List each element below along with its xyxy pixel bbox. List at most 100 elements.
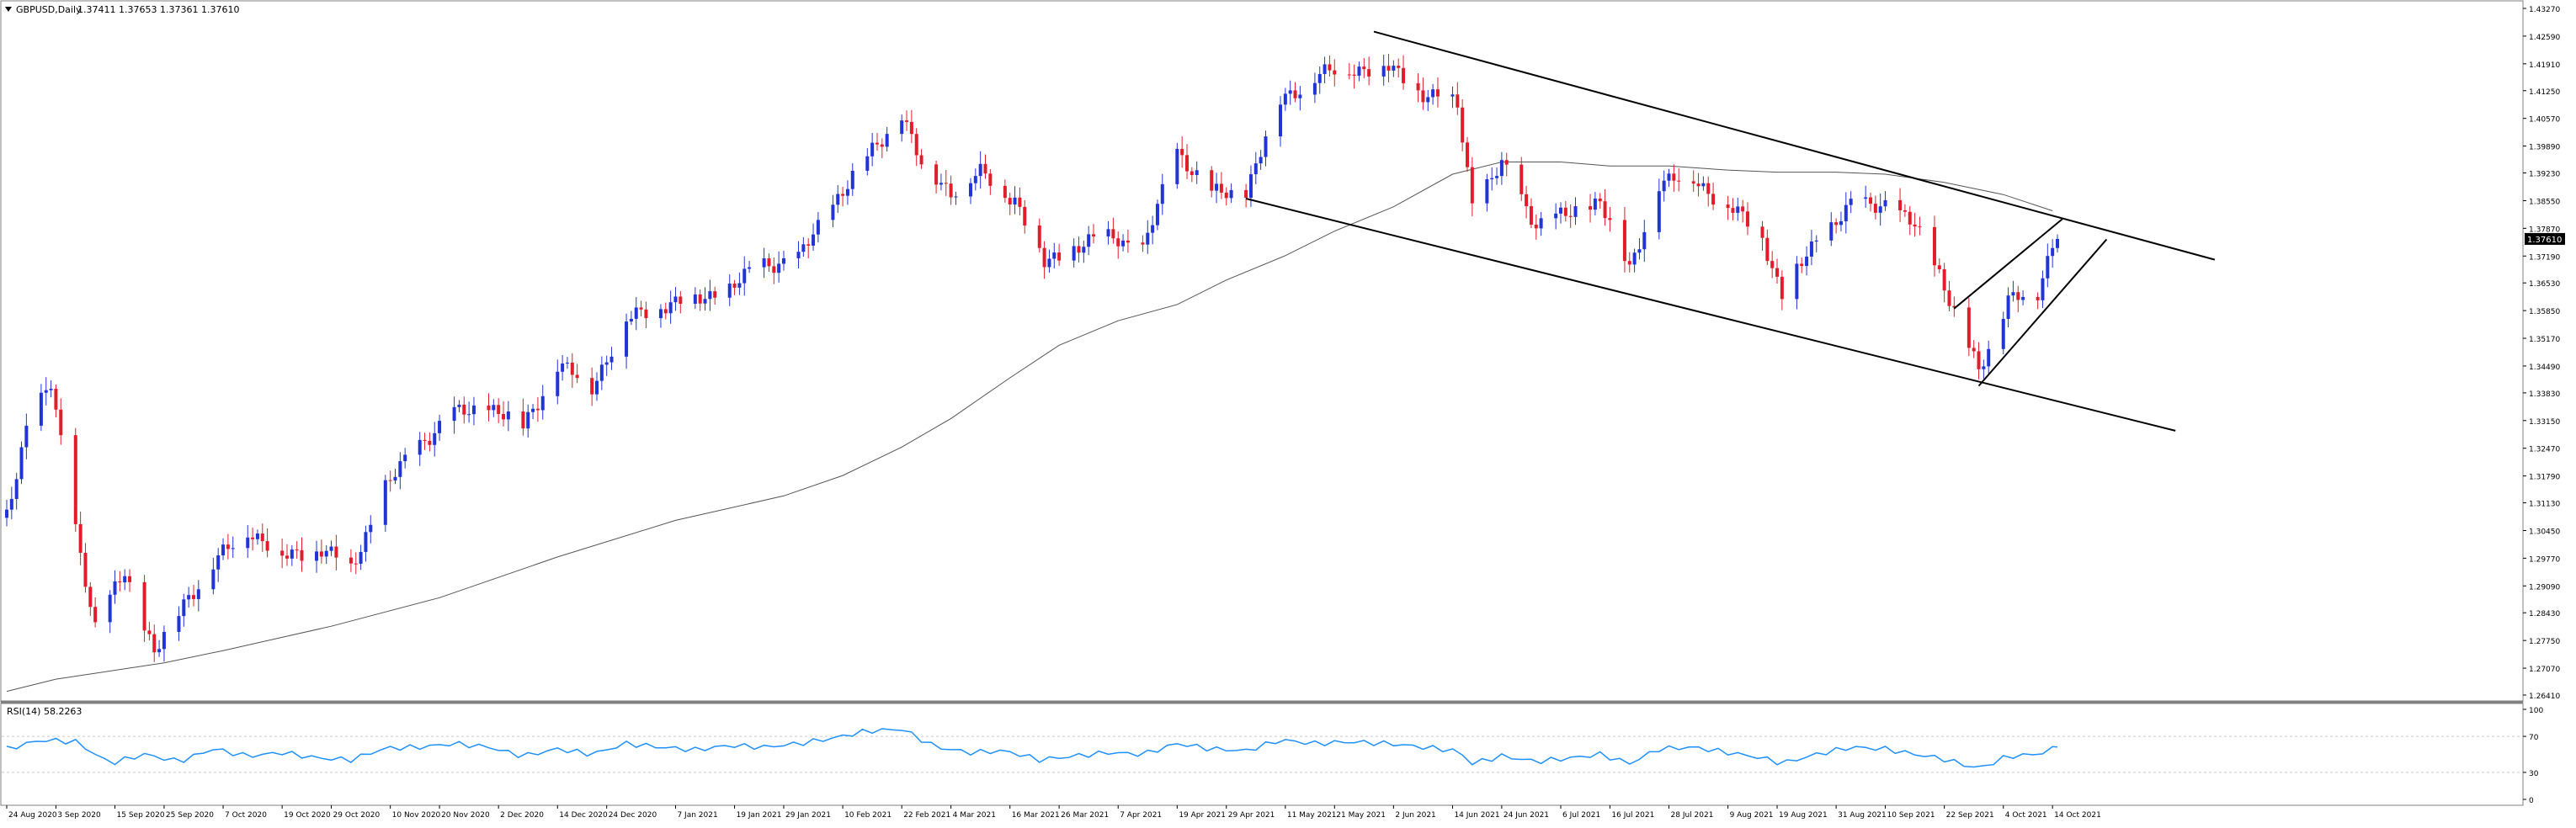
bear-candle: [1765, 237, 1770, 262]
price-tick-label: 1.28430: [2529, 610, 2560, 618]
bull-candle: [506, 411, 510, 420]
bull-candle: [1013, 197, 1017, 204]
bear-candle: [663, 309, 668, 314]
bear-candle: [983, 163, 987, 174]
price-tick-label: 1.26410: [2529, 693, 2560, 701]
bull-candle: [1317, 73, 1322, 83]
bull-candle: [2006, 295, 2010, 319]
rsi-tick-label: 0: [2529, 797, 2534, 805]
bull-candle: [762, 257, 766, 268]
bear-candle: [1731, 208, 1735, 213]
bear-candle: [1416, 82, 1420, 91]
bull-candle: [836, 194, 840, 205]
bear-candle: [1898, 199, 1903, 210]
bear-candle: [1918, 226, 1922, 228]
time-tick-label: 4 Oct 2021: [2005, 811, 2047, 820]
bull-candle: [1215, 183, 1219, 191]
bear-candle: [806, 244, 811, 246]
bear-candle: [1903, 210, 1907, 212]
bull-candle: [1878, 206, 1882, 213]
rsi-tick-label: 30: [2529, 770, 2539, 778]
bull-candle: [2011, 292, 2015, 296]
channel-upper-trendline[interactable]: [1373, 30, 2216, 261]
bear-candle: [1504, 160, 1509, 165]
bear-candle: [147, 630, 152, 634]
bear-candle: [428, 441, 432, 445]
bear-candle: [1608, 218, 1612, 220]
bull-candle: [748, 267, 752, 269]
bear-candle: [54, 389, 58, 410]
bull-candle: [1701, 183, 1706, 187]
rsi-tick-label: 70: [2529, 734, 2539, 742]
bull-candle: [1485, 178, 1489, 204]
bull-candle: [831, 204, 835, 220]
bull-candle: [1298, 94, 1302, 98]
bear-candle: [1037, 225, 1041, 248]
bull-candle: [1490, 178, 1494, 179]
bear-candle: [1397, 66, 1401, 68]
bull-candle: [2056, 238, 2059, 248]
bear-candle: [1018, 197, 1022, 207]
bear-candle: [1908, 211, 1912, 225]
bear-candle: [300, 549, 304, 561]
bull-candle: [595, 380, 599, 395]
bull-candle: [1283, 93, 1287, 105]
channel-lower-trendline[interactable]: [1245, 198, 2176, 432]
bear-candle: [1775, 268, 1780, 277]
bull-candle: [418, 439, 422, 455]
bull-candle: [1809, 241, 1813, 257]
bull-candle: [1357, 66, 1361, 76]
bull-candle: [526, 411, 530, 429]
bear-candle: [1116, 238, 1120, 247]
wedge-upper-trendline[interactable]: [1953, 218, 2063, 310]
bear-candle: [265, 541, 269, 551]
bear-candle: [949, 183, 953, 198]
bull-candle: [1312, 82, 1317, 95]
bear-candle: [639, 307, 643, 310]
chevron-down-icon[interactable]: [5, 7, 12, 12]
bear-candle: [1077, 246, 1081, 253]
bull-candle: [625, 321, 629, 357]
bull-candle: [1814, 240, 1818, 242]
bull-candle: [556, 371, 560, 396]
bull-candle: [24, 425, 29, 448]
bear-candle: [698, 294, 702, 304]
bear-candle: [1696, 183, 1700, 187]
bull-candle: [561, 364, 565, 372]
bear-candle: [713, 291, 717, 298]
price-axis[interactable]: 1.43270 1.42590 1.41910 1.41250 1.40570 1.398…: [2523, 6, 2560, 701]
bear-candle: [354, 563, 358, 565]
bull-candle: [364, 532, 368, 552]
bull-candle: [123, 576, 127, 583]
bull-candle: [693, 294, 697, 305]
bear-candle: [128, 576, 132, 582]
bear-candle: [1770, 261, 1775, 268]
time-axis: 24 Aug 2020 3 Sep 2020 15 Sep 2020 25 Sep 2…: [6, 805, 2101, 820]
price-tick-label: 1.31130: [2529, 501, 2560, 509]
bull-candle: [1264, 136, 1268, 157]
bull-candle: [1323, 64, 1327, 74]
bull-candle: [885, 134, 889, 147]
bull-candle: [1259, 157, 1263, 164]
bull-candle: [609, 356, 614, 363]
bear-candle: [1421, 90, 1425, 103]
bear-candle: [1520, 164, 1524, 194]
bear-candle: [1347, 74, 1351, 76]
moving-average-layer: [6, 162, 2053, 693]
bear-candle: [1042, 247, 1046, 268]
bull-candle: [565, 362, 569, 364]
bull-candle: [1288, 90, 1292, 94]
bear-candle: [772, 266, 776, 273]
bear-candle: [319, 551, 323, 557]
bear-candle: [919, 155, 923, 165]
bear-candle: [1293, 90, 1297, 98]
bull-candle: [1637, 249, 1642, 253]
bull-candle: [359, 551, 363, 564]
wedge-lower-trendline[interactable]: [1977, 238, 2108, 387]
bull-candle: [9, 498, 13, 510]
bull-candle: [196, 589, 200, 599]
bear-candle: [575, 374, 579, 379]
bull-candle: [1662, 180, 1666, 192]
bull-candle: [634, 307, 638, 319]
